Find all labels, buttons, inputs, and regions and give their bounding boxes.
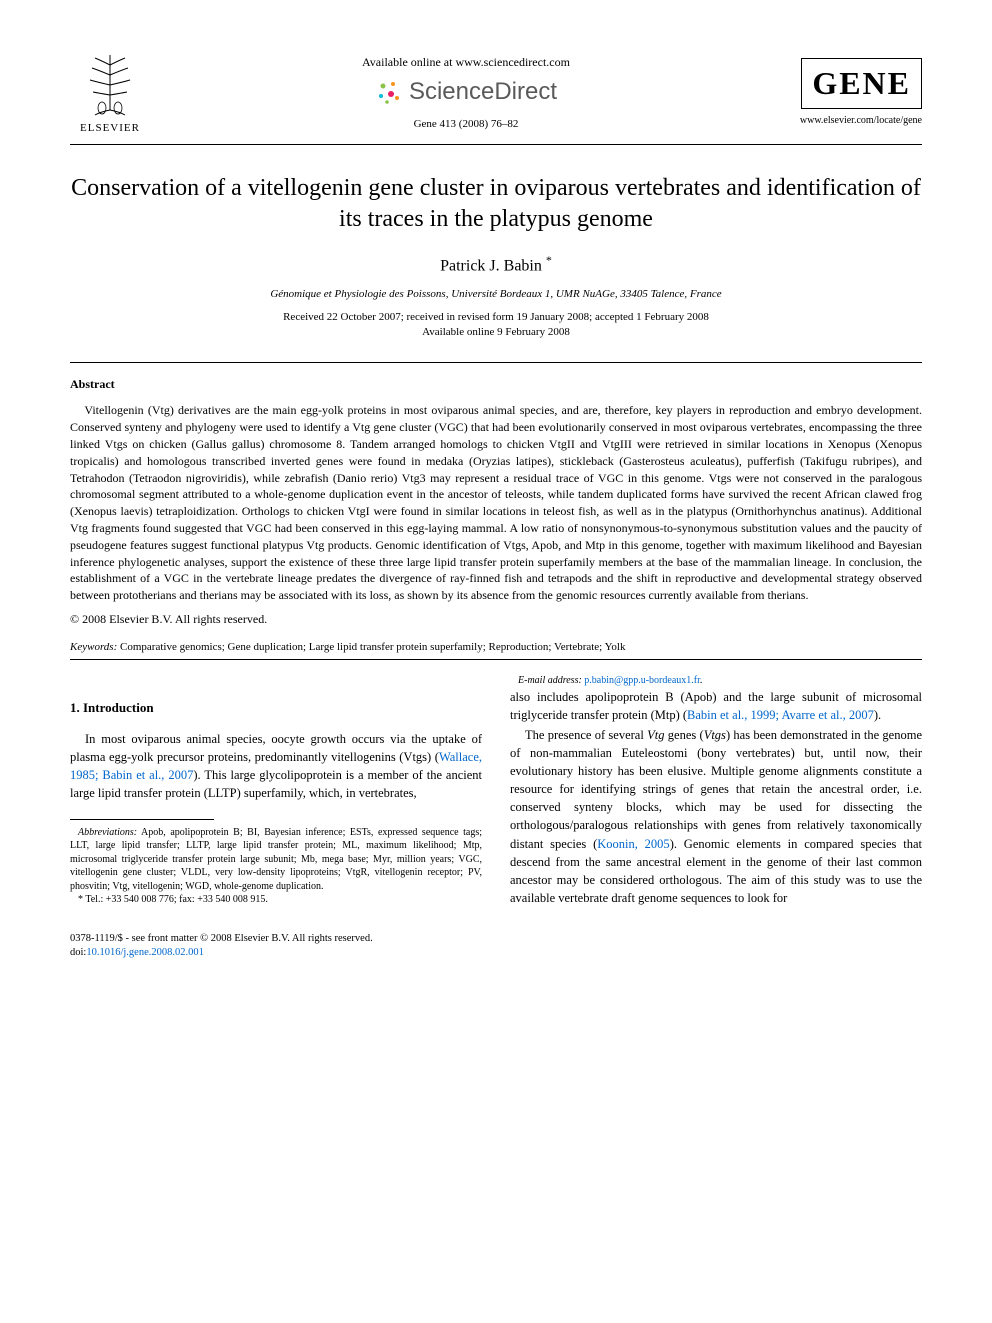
abbrev-label: Abbreviations:: [78, 827, 137, 838]
keywords-label: Keywords:: [70, 641, 117, 653]
article-dates: Received 22 October 2007; received in re…: [70, 310, 922, 341]
footer-left: 0378-1119/$ - see front matter © 2008 El…: [70, 932, 373, 961]
abstract-heading: Abstract: [70, 377, 922, 392]
article-title: Conservation of a vitellogenin gene clus…: [70, 173, 922, 235]
received-line: Received 22 October 2007; received in re…: [70, 310, 922, 325]
footnote-divider: [70, 819, 214, 820]
section-1-heading: 1. Introduction: [70, 700, 482, 716]
corresponding-footnote: * Tel.: +33 540 008 776; fax: +33 540 00…: [70, 893, 482, 907]
email-label: E-mail address:: [518, 675, 582, 686]
email-link[interactable]: p.babin@gpp.u-bordeaux1.fr: [584, 675, 700, 686]
citation-link[interactable]: Koonin, 2005: [597, 837, 669, 851]
keywords-text: Comparative genomics; Gene duplication; …: [120, 641, 625, 653]
email-footnote: E-mail address: p.babin@gpp.u-bordeaux1.…: [510, 674, 922, 688]
sciencedirect-label: ScienceDirect: [409, 78, 557, 106]
author-marker: *: [546, 253, 552, 267]
intro-paragraph-1: In most oviparous animal species, oocyte…: [70, 730, 482, 803]
elsevier-logo: ELSEVIER: [70, 50, 150, 134]
email-suffix: .: [700, 675, 703, 686]
elsevier-label: ELSEVIER: [80, 122, 140, 134]
doi-link[interactable]: 10.1016/j.gene.2008.02.001: [86, 947, 204, 958]
front-matter-line: 0378-1119/$ - see front matter © 2008 El…: [70, 932, 373, 947]
header-divider: [70, 144, 922, 145]
elsevier-tree-icon: [80, 50, 140, 120]
abstract-copyright: © 2008 Elsevier B.V. All rights reserved…: [70, 612, 922, 627]
available-online-text: Available online at www.sciencedirect.co…: [150, 55, 782, 70]
center-header: Available online at www.sciencedirect.co…: [150, 55, 782, 130]
affiliation: Génomique et Physiologie des Poissons, U…: [70, 288, 922, 300]
intro-paragraph-3: The presence of several Vtg genes (Vtgs)…: [510, 726, 922, 907]
abstract-top-divider: [70, 362, 922, 363]
sciencedirect-logo: ScienceDirect: [150, 78, 782, 106]
doi-line: doi:10.1016/j.gene.2008.02.001: [70, 946, 373, 961]
sciencedirect-icon: [375, 78, 403, 106]
abstract-bottom-divider: [70, 659, 922, 660]
available-line: Available online 9 February 2008: [70, 325, 922, 340]
citation-link[interactable]: Babin et al., 1999; Avarre et al., 2007: [687, 708, 874, 722]
citation-line: Gene 413 (2008) 76–82: [150, 118, 782, 130]
journal-url: www.elsevier.com/locate/gene: [782, 115, 922, 126]
abbreviations-footnote: Abbreviations: Apob, apolipoprotein B; B…: [70, 826, 482, 894]
page-footer: 0378-1119/$ - see front matter © 2008 El…: [70, 932, 922, 961]
author-name: Patrick J. Babin: [440, 258, 542, 275]
intro-paragraph-2: also includes apolipoprotein B (Apob) an…: [510, 688, 922, 724]
corr-text: Tel.: +33 540 008 776; fax: +33 540 008 …: [83, 894, 268, 905]
abstract-text: Vitellogenin (Vtg) derivatives are the m…: [70, 402, 922, 604]
author-line: Patrick J. Babin *: [70, 253, 922, 275]
journal-name: GENE: [801, 58, 922, 109]
keywords-line: Keywords: Comparative genomics; Gene dup…: [70, 641, 922, 653]
journal-header: ELSEVIER Available online at www.science…: [70, 50, 922, 134]
doi-label: doi:: [70, 947, 86, 958]
body-columns: 1. Introduction In most oviparous animal…: [70, 674, 922, 908]
journal-block: GENE www.elsevier.com/locate/gene: [782, 58, 922, 126]
